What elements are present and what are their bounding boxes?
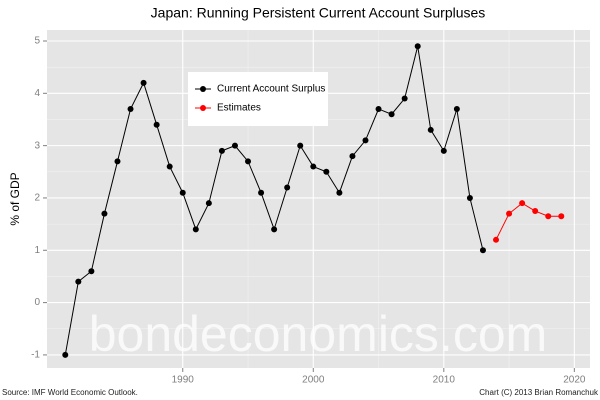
y-tick-label: 4 — [34, 88, 40, 99]
legend-swatch-dot — [200, 105, 206, 111]
data-point — [271, 226, 278, 233]
data-point — [218, 147, 225, 154]
watermark: bondeconomics.com — [89, 306, 548, 362]
credit-note: Chart (C) 2013 Brian Romanchuk — [479, 388, 599, 397]
data-point — [336, 189, 343, 196]
data-point — [179, 189, 186, 196]
data-point — [506, 210, 513, 217]
data-point — [493, 236, 500, 243]
data-point — [75, 278, 82, 285]
data-point — [258, 189, 265, 196]
data-point — [427, 126, 434, 133]
data-point — [127, 106, 134, 113]
data-point — [466, 194, 473, 201]
y-tick-label: 2 — [34, 193, 40, 204]
data-point — [88, 268, 95, 275]
legend-label: Current Account Surplus — [217, 84, 325, 95]
data-point — [362, 137, 369, 144]
legend-swatch-dot — [200, 86, 206, 92]
y-tick-label: 5 — [34, 36, 40, 47]
data-point — [205, 200, 212, 207]
data-point — [388, 111, 395, 118]
data-point — [519, 200, 526, 207]
data-point — [479, 247, 486, 254]
x-tick-label: 2010 — [433, 375, 456, 386]
data-point — [440, 147, 447, 154]
x-tick-label: 2020 — [563, 375, 586, 386]
y-axis-label: % of GDP — [8, 172, 22, 225]
data-point — [62, 351, 69, 358]
data-point — [453, 106, 460, 113]
x-tick-label: 2000 — [302, 375, 325, 386]
data-point — [349, 153, 356, 160]
data-point — [101, 210, 108, 217]
y-tick-label: 1 — [34, 245, 40, 256]
y-tick-label: -1 — [31, 350, 40, 361]
legend-box — [188, 72, 328, 126]
data-point — [414, 43, 421, 50]
data-point — [245, 158, 252, 165]
data-point — [153, 121, 160, 128]
y-tick-label: 3 — [34, 140, 40, 151]
data-point — [401, 95, 408, 102]
data-point — [297, 142, 304, 149]
legend-label: Estimates — [217, 103, 261, 114]
data-point — [310, 163, 317, 170]
data-point — [545, 213, 552, 220]
y-tick-label: 0 — [34, 297, 40, 308]
data-point — [166, 163, 173, 170]
data-point — [140, 79, 147, 86]
data-point — [114, 158, 121, 165]
data-point — [375, 106, 382, 113]
data-point — [532, 208, 539, 215]
data-point — [231, 142, 238, 149]
data-point — [558, 213, 565, 220]
source-note: Source: IMF World Economic Outlook. — [2, 388, 138, 397]
data-point — [323, 168, 330, 175]
chart-title: Japan: Running Persistent Current Accoun… — [151, 5, 486, 21]
x-tick-label: 1990 — [172, 375, 195, 386]
data-point — [284, 184, 291, 191]
data-point — [192, 226, 199, 233]
